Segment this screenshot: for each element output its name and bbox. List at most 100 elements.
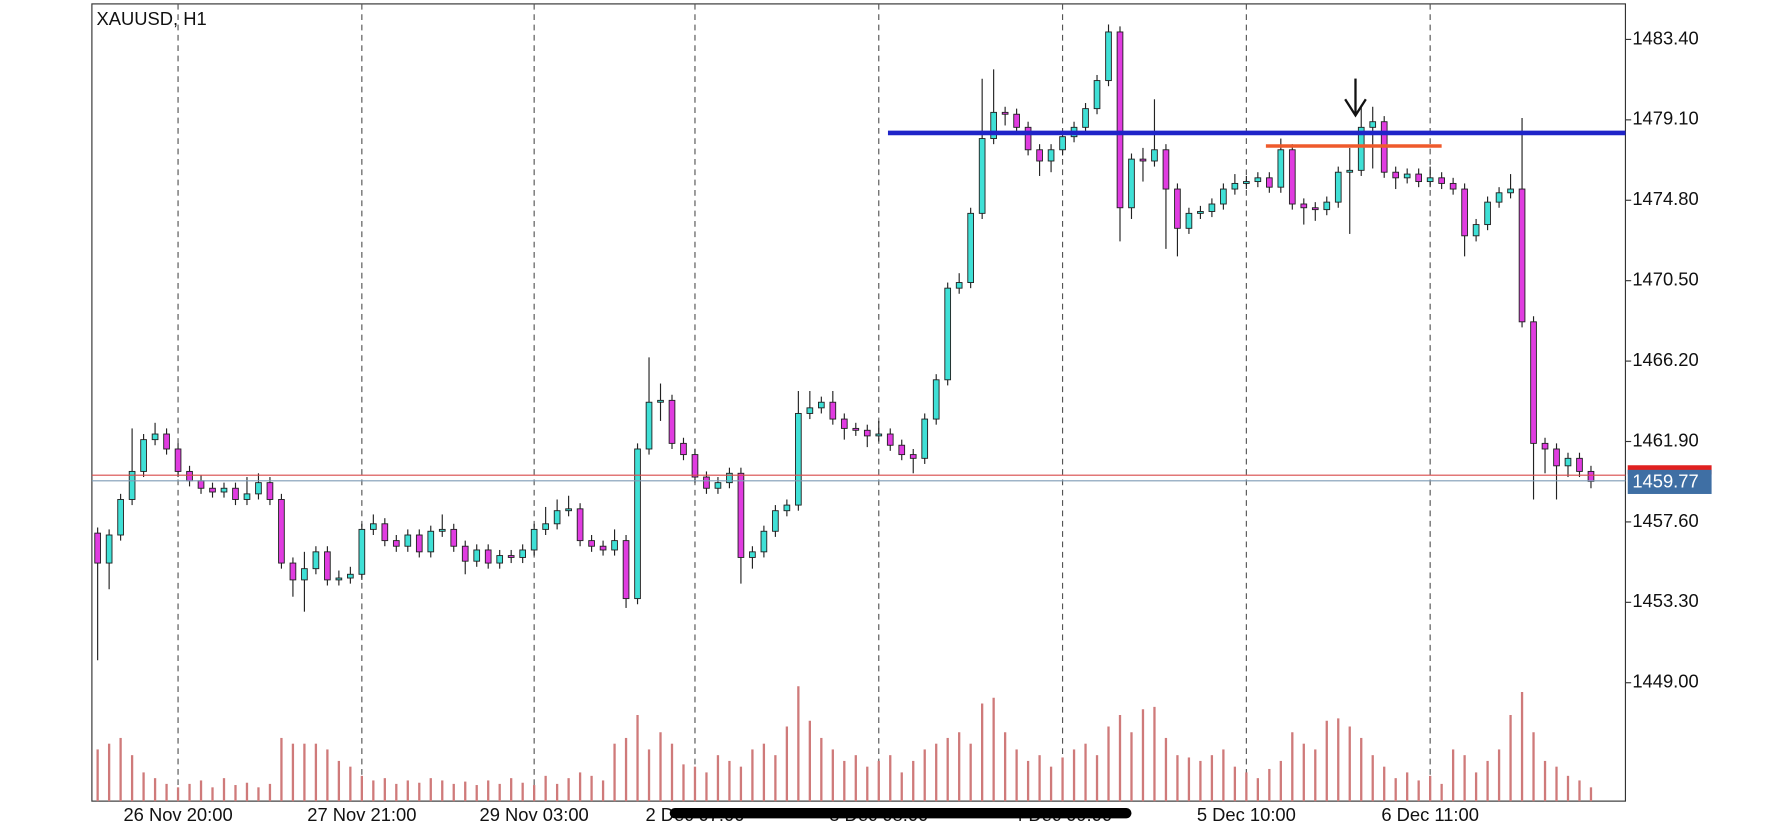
chart-title: XAUUSD, H1 (96, 8, 206, 29)
candle-body (484, 549, 492, 564)
scrollbar (669, 808, 1132, 819)
candle-body (852, 427, 860, 431)
candle-body (507, 555, 515, 558)
candle-body (1128, 158, 1135, 209)
candle-body (714, 482, 722, 489)
candle-body (542, 523, 549, 530)
candle-body (1116, 31, 1124, 209)
candle-body (737, 472, 745, 558)
candle-body (415, 534, 423, 553)
candle-body (450, 528, 458, 547)
candle-body (783, 504, 791, 512)
candle-body (898, 444, 906, 456)
candle-body (680, 442, 687, 456)
candle-body (1220, 188, 1227, 205)
y-tick-label: 1470.50 (1632, 269, 1698, 290)
candle-body (232, 487, 239, 500)
candle-body (496, 555, 504, 564)
candle-body (691, 454, 699, 478)
y-tick-label: 1479.10 (1632, 108, 1698, 129)
candle-body (438, 528, 446, 532)
candle-body (760, 530, 768, 553)
candle-body (1185, 212, 1193, 229)
candle-body (128, 470, 136, 500)
y-tick-label: 1466.20 (1632, 349, 1698, 370)
candle-body (886, 433, 894, 446)
candle-body (1495, 192, 1503, 203)
candle-body (1403, 173, 1411, 179)
candle-body (611, 540, 618, 551)
grid-layer (177, 3, 1431, 802)
candle-body (1197, 211, 1204, 214)
candle-body (645, 401, 653, 450)
candle-body (105, 534, 113, 564)
candle-body (519, 549, 526, 558)
candle-body (1082, 108, 1089, 128)
candle-body (1243, 181, 1250, 184)
candle-body (795, 412, 802, 506)
candle-body (1288, 149, 1296, 205)
candle-body (1036, 149, 1043, 162)
candle-body (921, 418, 929, 459)
candle-body (1449, 182, 1457, 190)
candle-body (749, 551, 756, 558)
y-tick-label: 1483.40 (1632, 27, 1698, 48)
candle-body (151, 433, 159, 441)
candle-body (806, 407, 814, 414)
candle-body (1266, 177, 1273, 188)
candle-body (967, 212, 974, 284)
last-price-label: 1459.77 (1632, 470, 1698, 491)
candle-body (1254, 177, 1262, 183)
x-tick-label: 6 Dec 11:00 (1381, 804, 1479, 825)
candle-body (1518, 188, 1526, 323)
candle-body (1001, 111, 1009, 115)
candle-body (381, 523, 389, 542)
candle-body (347, 573, 354, 579)
candle-body (1093, 80, 1101, 110)
candle-body (990, 111, 997, 140)
candle-body (243, 493, 251, 500)
volume-layer (96, 686, 1593, 802)
y-tick-label: 1449.00 (1632, 671, 1698, 692)
candle-body (668, 399, 676, 444)
candle-body (875, 433, 883, 437)
candle-body (634, 448, 641, 600)
candle-body (1507, 188, 1514, 194)
candle-body (1277, 149, 1285, 188)
candle-body (370, 523, 377, 530)
candle-body (703, 476, 710, 489)
candle-body (955, 282, 963, 289)
candle-body (944, 287, 952, 381)
candle-body (772, 510, 779, 532)
candle-body (1311, 207, 1319, 211)
candle-body (404, 534, 412, 547)
candle-body (289, 562, 297, 581)
candle-body (726, 472, 733, 484)
candle-body (94, 532, 101, 564)
candle-body (473, 549, 481, 562)
last-price-tag (1627, 469, 1712, 494)
candle-body (1553, 448, 1560, 467)
candle-body (1415, 173, 1422, 183)
arrow-annotation (1344, 78, 1367, 118)
candle-body (1174, 188, 1181, 229)
x-tick-label: 29 Nov 03:00 (480, 804, 589, 825)
candle-body (1346, 169, 1354, 173)
candle-body (840, 418, 848, 429)
y-tick-label: 1474.80 (1632, 188, 1698, 209)
candle-body (1564, 457, 1572, 467)
candle-body (1461, 188, 1468, 237)
candle-body (599, 545, 607, 551)
candle-body (909, 454, 917, 459)
candle-body (1472, 224, 1480, 237)
candle-body (209, 487, 216, 493)
candle-body (1105, 31, 1112, 82)
candle-body (427, 530, 435, 553)
candle-body (1392, 171, 1400, 179)
candle-body (335, 577, 343, 581)
candle-body (312, 551, 320, 570)
candle-body (163, 433, 170, 450)
candle-body (1024, 126, 1032, 151)
candle-body (818, 401, 825, 409)
candle-body (1139, 158, 1147, 162)
